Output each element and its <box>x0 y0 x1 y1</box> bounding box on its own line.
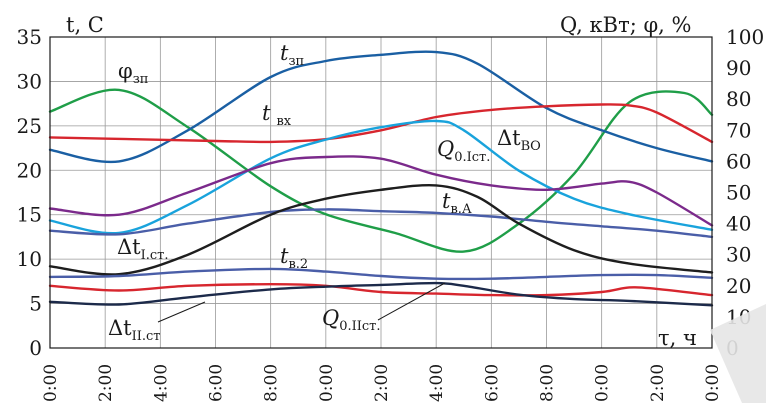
right-axis-unit: Q, кВт; φ, % <box>560 13 691 37</box>
label-t-vx: t вх <box>262 101 292 129</box>
series-line-8 <box>48 283 714 297</box>
series-line-7 <box>48 267 714 281</box>
y-tick-label: 0 <box>29 336 42 360</box>
x-tick-label: 0:00 <box>41 364 61 402</box>
label-t-zp: tзп <box>280 41 304 69</box>
series-line-3 <box>48 119 714 235</box>
series-line-4 <box>48 155 714 227</box>
y2-tick-label: 60 <box>726 149 751 173</box>
label-dt-ist: ΔtI.ст. <box>117 235 168 263</box>
watermark-arrow-icon <box>710 304 766 403</box>
series-line-0 <box>48 88 714 253</box>
x-tick-label: 0:00 <box>317 364 337 402</box>
y2-tick-label: 90 <box>726 56 751 80</box>
series-line-1 <box>48 50 714 164</box>
x-tick-label: 8:00 <box>538 364 558 402</box>
x-tick-label: 6:00 <box>482 364 502 402</box>
label-phi-zp: φзп <box>118 59 148 87</box>
label-t-v2: tв.2 <box>280 244 308 272</box>
x-tick-label: 2:00 <box>96 364 116 402</box>
x-tick-label: 0:00 <box>703 364 723 402</box>
y-tick-label: 5 <box>29 292 42 316</box>
label-q0-ist: Q0.Iст. <box>437 137 490 165</box>
x-tick-label: 8:00 <box>262 364 282 402</box>
label-dt-vo: ΔtВО <box>497 126 541 154</box>
x-tick-label: 6:00 <box>207 364 227 402</box>
series-line-2 <box>48 103 714 144</box>
series-line-5 <box>48 208 714 239</box>
series-line-9 <box>48 281 714 307</box>
plot-frame <box>49 36 713 349</box>
label-t-va: tв.А <box>442 189 472 217</box>
series-layer <box>48 50 714 307</box>
y2-tick-label: 70 <box>726 118 751 142</box>
axes-layer <box>49 36 713 349</box>
label-dt-iist: ΔtII.ст <box>108 316 161 344</box>
y2-tick-label: 30 <box>726 243 751 267</box>
y-tick-label: 25 <box>17 114 42 138</box>
y2-tick-label: 100 <box>726 25 764 49</box>
y2-tick-label: 40 <box>726 212 751 236</box>
y-tick-label: 30 <box>17 69 42 93</box>
x-tick-label: 2:00 <box>372 364 392 402</box>
x-tick-label: 0:00 <box>593 364 613 402</box>
ticks-layer: 0510152025303501020304050607080901000:00… <box>17 25 765 402</box>
x-tick-label: 2:00 <box>648 364 668 402</box>
y-tick-label: 10 <box>17 247 42 271</box>
label-q0-iist: Q0.IIст. <box>322 306 381 334</box>
y2-tick-label: 20 <box>726 274 751 298</box>
y-tick-label: 15 <box>17 203 42 227</box>
series-line-6 <box>48 183 714 276</box>
y2-tick-label: 50 <box>726 181 751 205</box>
left-axis-unit: t, C <box>66 13 104 37</box>
y-tick-label: 20 <box>17 158 42 182</box>
x-tick-label: 4:00 <box>151 364 171 402</box>
leader-q0-iist <box>377 282 446 321</box>
x-tick-label: 4:00 <box>427 364 447 402</box>
x-axis-unit: τ, ч <box>658 326 697 350</box>
y2-tick-label: 80 <box>726 87 751 111</box>
y-tick-label: 35 <box>17 25 42 49</box>
leader-dt-iist <box>157 301 206 323</box>
